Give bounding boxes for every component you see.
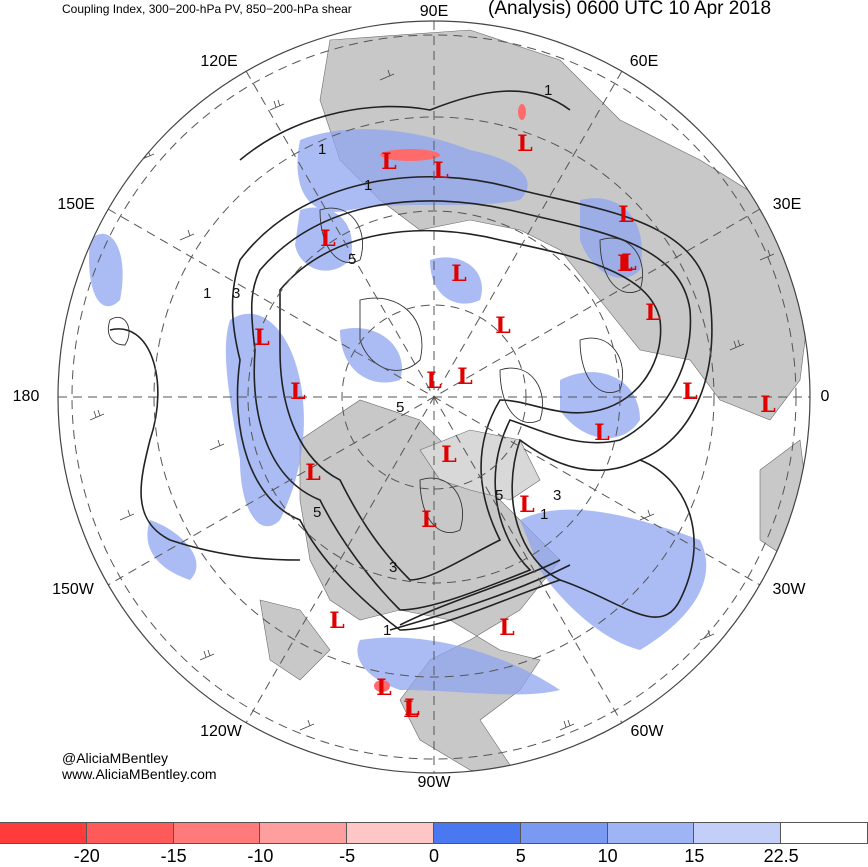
contour-label: 3 (389, 559, 397, 576)
low-marker: L (451, 261, 466, 287)
colorbar-swatch (347, 822, 434, 844)
colorbar-swatch (433, 822, 521, 844)
lon-label-90e: 90E (419, 3, 449, 20)
low-marker: L (618, 202, 633, 228)
low-marker: L (645, 300, 660, 326)
lon-label-30e: 30E (772, 196, 802, 213)
low-marker: L (404, 695, 419, 721)
lon-label-60w: 60W (630, 723, 664, 740)
low-marker: L (421, 507, 436, 533)
low-marker: L (381, 149, 396, 175)
low-marker: L (403, 697, 418, 723)
contour-label: 5 (495, 487, 503, 504)
contour-label: 5 (313, 504, 321, 521)
colorbar-swatch (781, 822, 868, 844)
low-marker: L (320, 226, 335, 252)
low-marker: L (760, 392, 775, 418)
colorbar-swatch (0, 822, 87, 844)
credit-handle: @AliciaMBentley (62, 750, 169, 766)
low-marker: L (426, 368, 441, 394)
colorbar-tick: -10 (247, 846, 274, 866)
low-marker: L (433, 158, 448, 184)
low-marker: L (517, 131, 532, 157)
low-marker: L (376, 675, 391, 701)
lon-label-0: 0 (820, 388, 830, 405)
contour-label: 1 (203, 285, 211, 302)
low-marker: L (682, 379, 697, 405)
contour-label: 5 (348, 251, 356, 268)
low-marker: L (290, 379, 305, 405)
credit-url: www.AliciaMBentley.com (62, 766, 217, 782)
low-marker: L (617, 251, 632, 277)
colorbar-swatch (173, 822, 261, 844)
lon-label-180: 180 (12, 388, 40, 405)
contour-label: 1 (318, 141, 326, 158)
colorbar-tick: 22.5 (763, 846, 799, 866)
map-title-left: Coupling Index, 300−200-hPa PV, 850−200-… (62, 2, 352, 16)
contour-label: 3 (232, 285, 240, 302)
contour-label: 3 (553, 487, 561, 504)
low-marker: L (254, 325, 269, 351)
coupling-index-negative (374, 104, 526, 692)
colorbar-swatch (86, 822, 174, 844)
colorbar-swatch (520, 822, 608, 844)
colorbar (0, 822, 868, 844)
coupling-index-fill (89, 129, 707, 695)
colorbar-tick: 10 (597, 846, 618, 866)
graticule (58, 21, 810, 773)
contour-label: 5 (396, 399, 404, 416)
colorbar-tick: 0 (428, 846, 440, 866)
colorbar-swatch (607, 822, 695, 844)
low-marker: L (499, 615, 514, 641)
lon-label-120e: 120E (200, 53, 238, 70)
map-boundary (57, 20, 811, 774)
low-marker: L (441, 442, 456, 468)
low-marker: L (594, 420, 609, 446)
low-marker: L (457, 364, 472, 390)
pv-contours (109, 90, 713, 631)
colorbar-tick: -15 (160, 846, 187, 866)
lon-label-30w: 30W (772, 581, 806, 598)
contour-label: 1 (383, 622, 391, 639)
colorbar-tick: -5 (339, 846, 356, 866)
contour-label: 1 (540, 506, 548, 523)
lon-label-150e: 150E (57, 196, 95, 213)
lon-label-150w: 150W (52, 581, 94, 598)
low-marker: L (329, 608, 344, 634)
contour-label: 1 (364, 177, 372, 194)
low-marker: L (519, 492, 534, 518)
colorbar-swatch (694, 822, 782, 844)
low-marker: L (305, 460, 320, 486)
lon-label-90w: 90W (417, 774, 451, 791)
lon-label-60e: 60E (629, 53, 659, 70)
colorbar-tick: -20 (73, 846, 100, 866)
contour-label: 1 (544, 82, 552, 99)
colorbar-tick: 15 (684, 846, 705, 866)
colorbar-swatch (260, 822, 348, 844)
low-marker: L (621, 250, 636, 276)
map-title-right: (Analysis) 0600 UTC 10 Apr 2018 (488, 0, 772, 19)
colorbar-tick: 5 (515, 846, 526, 866)
lon-label-120w: 120W (200, 723, 242, 740)
low-marker: L (495, 313, 510, 339)
